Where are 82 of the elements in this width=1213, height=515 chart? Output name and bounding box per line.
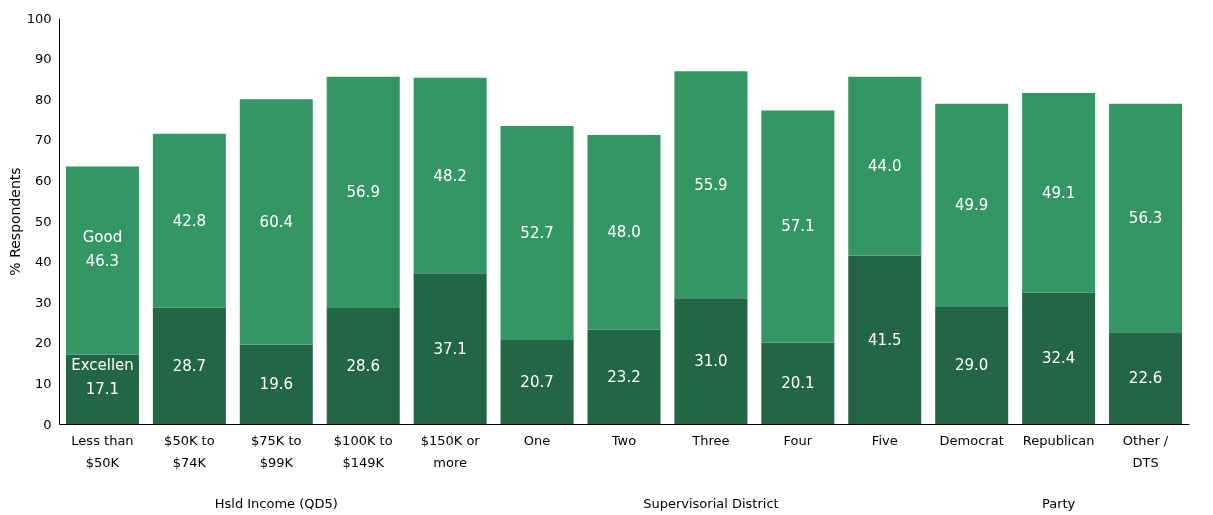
- bar: [1022, 292, 1096, 424]
- y-tick-label: 80: [34, 91, 52, 107]
- y-tick-label: 100: [26, 10, 52, 26]
- data-label: 17.1: [85, 380, 120, 399]
- bar: [761, 342, 835, 424]
- x-tick-label: Other / DTS: [1122, 432, 1169, 470]
- y-tick-label: 10: [34, 375, 52, 391]
- bar: [239, 99, 313, 345]
- data-label: 22.6: [1128, 369, 1163, 388]
- y-tick-label: 90: [34, 51, 52, 67]
- bar: [413, 273, 487, 424]
- bar: [152, 133, 226, 308]
- x-tick-label: Three: [691, 432, 730, 448]
- data-label: 31.0: [694, 352, 728, 371]
- y-tick-label: 50: [34, 213, 52, 229]
- y-tick-label: 30: [34, 294, 52, 310]
- data-label: 52.7: [520, 223, 554, 242]
- x-tick-label: Four: [783, 432, 813, 448]
- data-label: 20.1: [781, 374, 815, 393]
- data-label: 56.3: [1128, 208, 1163, 227]
- bar: [935, 103, 1009, 307]
- x-tick-label: Two: [610, 432, 637, 448]
- x-tick-label: $50K to $74K: [164, 432, 215, 470]
- bar: [152, 307, 226, 424]
- x-tick-label: Democrat: [939, 432, 1004, 448]
- data-label: 55.9: [694, 175, 728, 194]
- bar: [500, 126, 574, 340]
- x-tick-label: Republican: [1022, 432, 1095, 448]
- data-label: 48.0: [607, 223, 641, 242]
- text: Supervisorial District: [643, 496, 779, 511]
- data-label: 49.9: [954, 195, 989, 214]
- bar: [413, 77, 487, 274]
- text: Hsld Income (QD5): [214, 496, 338, 511]
- y-tick-label: 70: [34, 132, 52, 148]
- bar: [239, 344, 313, 424]
- data-label: 23.2: [607, 367, 641, 386]
- data-label: 28.7: [172, 356, 207, 375]
- bar: [761, 110, 835, 343]
- x-tick-label: Less than $50K: [71, 432, 134, 470]
- bar: [326, 76, 400, 308]
- bar: [587, 134, 661, 330]
- bar: [65, 354, 139, 424]
- bar: [326, 307, 400, 424]
- bar: [587, 329, 661, 424]
- y-tick-label: 20: [34, 335, 52, 351]
- data-label: 37.1: [433, 339, 467, 358]
- data-label: 48.2: [433, 166, 467, 185]
- data-label: 57.1: [781, 217, 815, 236]
- data-label: 29.0: [954, 356, 989, 375]
- x-tick-label: $150K or more: [420, 432, 481, 470]
- bar: [935, 306, 1009, 424]
- bar: [1109, 332, 1183, 424]
- bar: [1022, 93, 1096, 293]
- text: Party: [1041, 496, 1076, 511]
- y-tick-label: 60: [34, 172, 52, 188]
- y-tick-label: 40: [34, 254, 52, 270]
- series-label: Excellen: [71, 356, 134, 375]
- data-label: 42.8: [172, 211, 207, 230]
- data-label: 19.6: [259, 375, 294, 394]
- y-tick-label: 0: [43, 416, 52, 432]
- x-tick-label: Five: [871, 432, 898, 448]
- bar: [674, 298, 748, 424]
- x-tick-label: One: [523, 432, 551, 448]
- bar: [848, 76, 922, 256]
- x-tick-label: $75K to $99K: [251, 432, 302, 470]
- x-tick-label: $100K to $149K: [333, 432, 393, 470]
- data-label: 32.4: [1041, 349, 1076, 368]
- data-label: 28.6: [346, 356, 380, 375]
- bar: [674, 71, 748, 299]
- data-label: 60.4: [259, 212, 294, 231]
- bar: [848, 255, 922, 424]
- data-label: 20.7: [520, 372, 554, 391]
- data-label: 56.9: [346, 183, 380, 202]
- data-label: 44.0: [868, 157, 902, 176]
- bar: [500, 339, 574, 424]
- bar: [1109, 103, 1183, 333]
- bar: [65, 166, 139, 355]
- y-axis-title: % Respondents: [6, 167, 23, 276]
- data-label: 41.5: [868, 330, 902, 349]
- data-label: 49.1: [1041, 183, 1076, 202]
- series-label: Good: [82, 227, 123, 246]
- data-label: 46.3: [85, 251, 120, 270]
